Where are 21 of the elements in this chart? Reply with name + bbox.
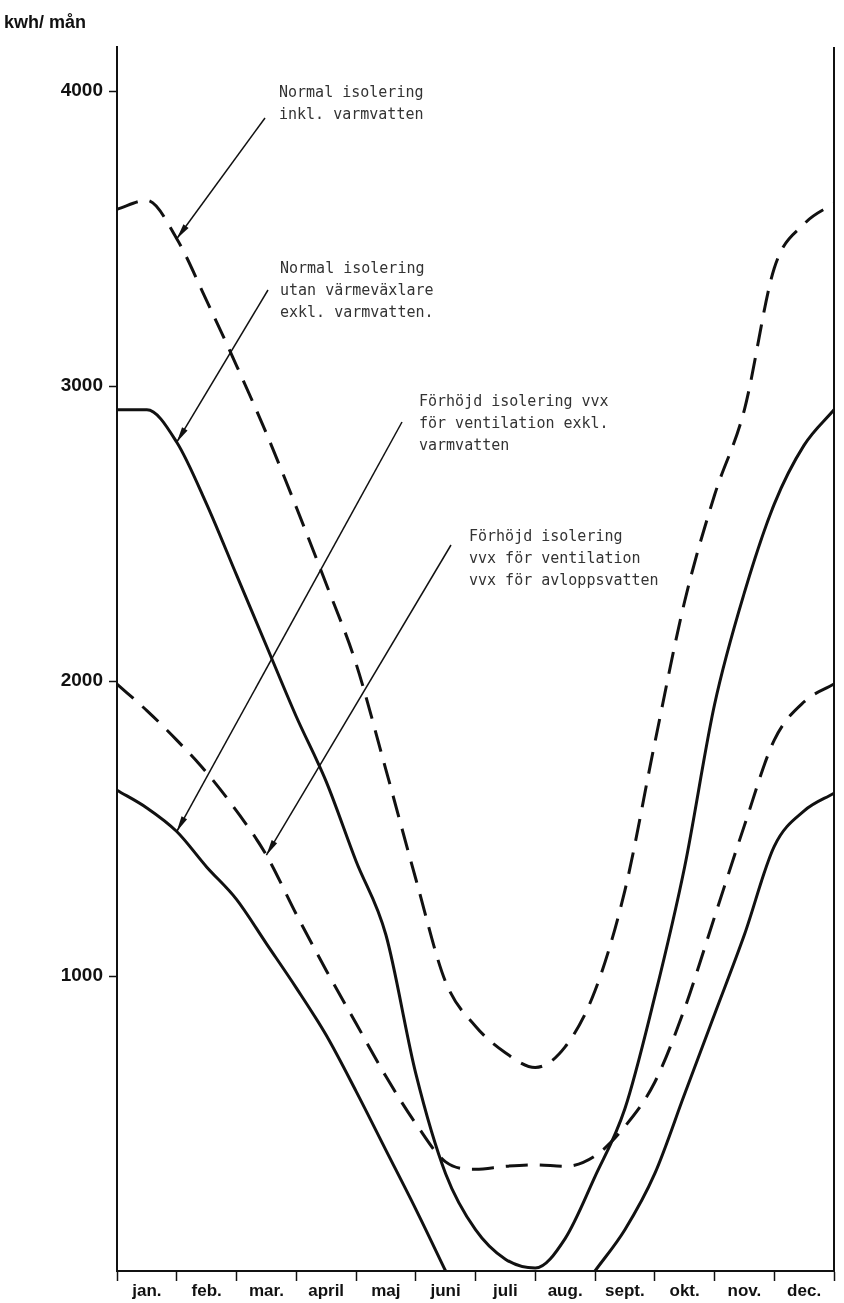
x-tick-label: aug. (547, 1280, 583, 1300)
x-tick-label: okt. (669, 1280, 700, 1300)
text: Förhöjd isolering vvx för ventilation vvx för avloppsvatten (469, 527, 659, 590)
y-tick-label: 1000 (60, 964, 103, 986)
y-tick-label: 2000 (60, 669, 103, 691)
x-tick-label: juli (492, 1280, 518, 1300)
x-tick-label: mar. (248, 1280, 284, 1300)
x-tick-label: juni (429, 1280, 461, 1300)
x-tick-label: feb. (191, 1280, 222, 1300)
x-tick-label: sept. (605, 1280, 645, 1300)
y-tick-label: 4000 (60, 79, 103, 101)
text: Normal isolering inkl. varmvatten (279, 83, 424, 124)
x-tick-label: dec. (787, 1280, 822, 1300)
x-tick-label: april (308, 1280, 345, 1300)
x-tick-label: maj (371, 1280, 401, 1300)
x-tick-label: jan. (131, 1280, 162, 1300)
text: Normal isolering utan värmeväxlare exkl. varmvatten. (280, 259, 434, 322)
x-tick-label: nov. (727, 1280, 762, 1300)
y-axis-title: kwh/ mån (4, 11, 87, 32)
y-tick-label: 3000 (60, 374, 103, 396)
text: Förhöjd isolering vvx för ventilation exkl. varmvatten (419, 392, 609, 455)
